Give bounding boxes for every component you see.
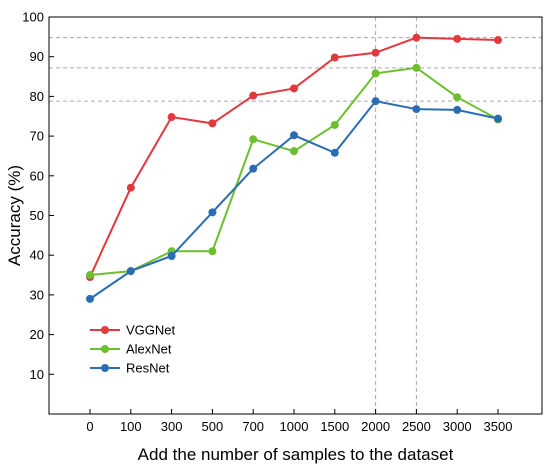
y-tick-label: 10 <box>30 367 44 382</box>
data-point-resnet <box>453 105 462 114</box>
data-point-alexnet <box>290 147 298 156</box>
y-tick-label: 30 <box>30 287 44 302</box>
y-tick-label: 50 <box>30 208 44 223</box>
data-point-resnet <box>208 208 217 217</box>
x-tick-label: 1000 <box>280 419 309 434</box>
y-tick-label: 90 <box>30 49 44 64</box>
series-vggnet <box>86 33 502 282</box>
y-tick-label: 40 <box>30 248 44 263</box>
data-point-alexnet <box>371 69 380 78</box>
legend-label-alexnet: AlexNet <box>126 342 172 357</box>
series-layer <box>86 33 502 303</box>
data-point-vggnet <box>126 183 135 192</box>
data-point-alexnet <box>249 135 258 144</box>
series-line-vggnet <box>89 36 499 278</box>
data-point-alexnet <box>330 120 339 129</box>
y-tick-label: 20 <box>30 327 44 342</box>
series-alexnet <box>86 63 502 280</box>
data-point-resnet <box>126 267 135 276</box>
data-point-resnet <box>290 131 298 140</box>
data-point-alexnet <box>453 93 462 102</box>
y-tick-label: 100 <box>22 10 44 25</box>
x-tick-label: 2500 <box>402 419 431 434</box>
legend-label-resnet: ResNet <box>126 361 170 376</box>
y-tick-label: 70 <box>30 129 44 144</box>
data-point-resnet <box>86 294 94 303</box>
legend-label-vggnet: VGGNet <box>126 323 176 338</box>
x-tick-label: 500 <box>202 419 224 434</box>
x-axis-title: Add the number of samples to the dataset <box>138 445 454 464</box>
data-point-resnet <box>249 164 258 173</box>
x-tick-label: 100 <box>120 419 142 434</box>
data-point-alexnet <box>86 271 94 280</box>
data-point-vggnet <box>249 91 258 100</box>
data-point-vggnet <box>494 36 502 45</box>
data-point-resnet <box>371 97 380 106</box>
x-tick-label: 2000 <box>361 419 390 434</box>
plot-frame <box>48 16 543 415</box>
series-line-alexnet <box>89 66 499 277</box>
x-tick-label: 3000 <box>443 419 472 434</box>
data-point-resnet <box>330 148 339 157</box>
data-point-vggnet <box>412 33 421 42</box>
data-point-vggnet <box>330 53 339 62</box>
y-axis-title: Accuracy (%) <box>5 165 24 266</box>
x-tick-label: 700 <box>242 419 264 434</box>
data-point-alexnet <box>208 247 217 256</box>
legend-marker-alexnet <box>101 345 109 353</box>
legend-marker-resnet <box>101 364 109 372</box>
reference-lines <box>49 17 542 414</box>
series-resnet <box>86 97 502 303</box>
legend: VGGNet AlexNet ResNet <box>90 323 176 376</box>
data-point-resnet <box>412 105 421 114</box>
y-tick-label: 80 <box>30 89 44 104</box>
y-axis: 10 20 30 40 50 60 70 80 90 100 <box>22 10 54 382</box>
y-tick-label: 60 <box>30 168 44 183</box>
data-point-vggnet <box>208 119 217 128</box>
data-point-resnet <box>494 114 502 123</box>
legend-marker-vggnet <box>101 326 109 334</box>
data-point-resnet <box>167 251 176 260</box>
data-point-vggnet <box>290 84 298 93</box>
series-line-resnet <box>89 100 499 300</box>
data-point-vggnet <box>371 48 380 57</box>
x-tick-label: 1500 <box>320 419 349 434</box>
x-tick-label: 3500 <box>484 419 513 434</box>
x-tick-label: 0 <box>86 419 93 434</box>
data-point-vggnet <box>167 113 176 122</box>
x-axis: 0 100 300 500 700 1000 1500 2000 2500 3000 3500 <box>86 409 512 434</box>
x-tick-label: 300 <box>161 419 183 434</box>
data-point-vggnet <box>453 34 462 43</box>
data-point-alexnet <box>412 63 421 72</box>
